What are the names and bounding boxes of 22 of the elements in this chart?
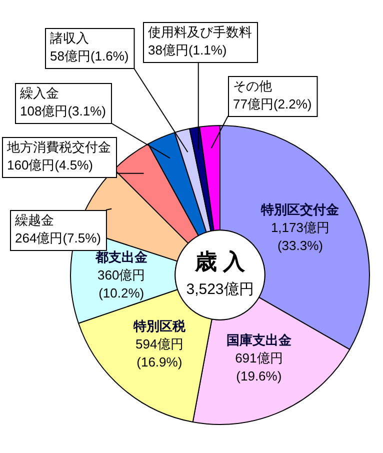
slice-label: 都支出金: [94, 249, 148, 264]
data-label: 108億円(3.1%): [20, 104, 106, 119]
slice-label: 地方消費税交付金: [6, 140, 111, 155]
data-label: 38億円(1.1%): [148, 42, 227, 58]
text: 歳 入: [194, 249, 246, 274]
slice-label: 繰入金: [19, 86, 59, 101]
slice-label: 特別区税: [132, 318, 186, 334]
slice-label: 使用料及び手数料: [148, 24, 252, 40]
data-label: 264億円(7.5%): [15, 230, 101, 246]
slice-label: 国庫支出金: [226, 332, 292, 348]
data-label: 360億円(10.2%): [97, 267, 146, 300]
data-label: 160億円(4.5%): [7, 158, 93, 173]
data-label: 1,173億円(33.3%): [270, 220, 330, 254]
slice-label: 繰越金: [14, 212, 54, 228]
slice-label: その他: [233, 78, 272, 94]
data-label: 594億円(16.9%): [136, 336, 184, 370]
slice-label: 諸収入: [50, 30, 89, 46]
data-label: 691億円(19.6%): [235, 350, 283, 384]
data-label: 77億円(2.2%): [233, 96, 312, 112]
data-label: 58億円(1.6%): [50, 48, 129, 64]
text: 3,523億円: [186, 281, 254, 298]
slice-label: 特別区交付金: [260, 202, 340, 218]
